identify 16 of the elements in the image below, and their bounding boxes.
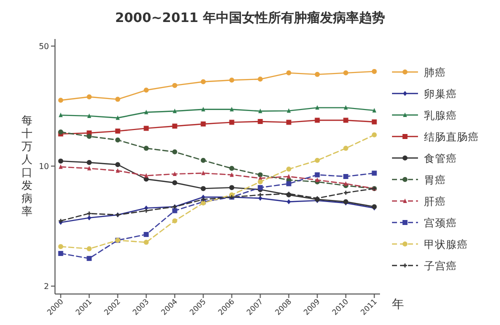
legend-label: 食管癌 [424,152,457,165]
legend-label: 卵巢癌 [424,88,457,100]
legend-label: 宫颈癌 [424,216,457,230]
y-tick-label: 10 [38,162,49,172]
y-tick-label: 2 [44,282,49,292]
legend-label: 甲状腺癌 [424,238,468,251]
legend-label: 肝癌 [424,195,446,208]
legend-label: 子宫癌 [424,260,457,272]
legend-label: 结肠直肠癌 [424,130,479,144]
chart-title: 2000~2011 年中国女性所有肿瘤发病率趋势 [115,10,385,26]
legend-label: 肺癌 [424,66,446,79]
y-axis-title: 每十万人口发病率 [22,114,32,218]
x-axis-title: 年 [392,297,404,311]
legend-label: 乳腺癌 [424,109,457,122]
y-tick-label: 50 [38,42,49,52]
legend-label: 胃癌 [424,174,446,186]
